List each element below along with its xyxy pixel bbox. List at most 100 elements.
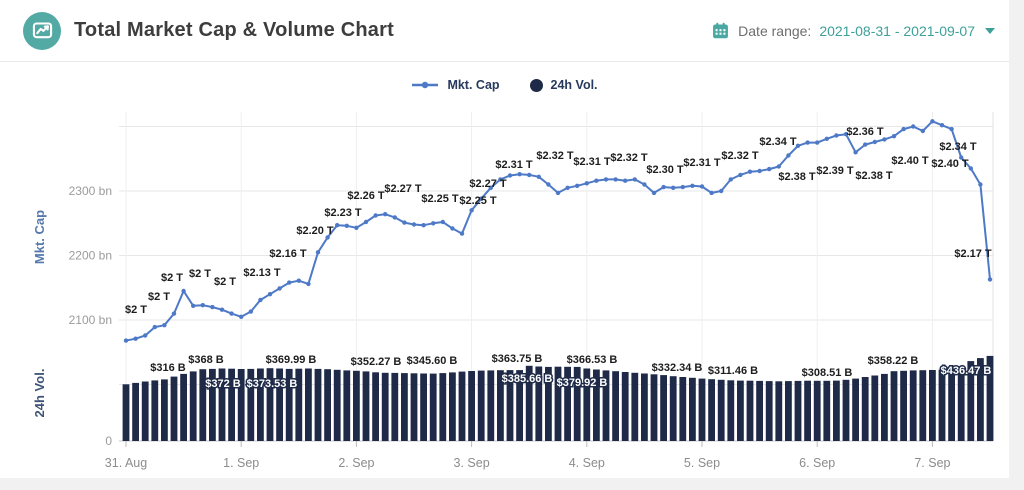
- volume-bar[interactable]: [621, 372, 629, 441]
- volume-bar[interactable]: [497, 370, 504, 441]
- volume-bar[interactable]: [602, 370, 610, 441]
- volume-bar[interactable]: [439, 373, 447, 441]
- legend-item-24h-vol[interactable]: 24h Vol.: [529, 78, 598, 92]
- volume-bar[interactable]: [420, 373, 427, 442]
- volume-bar[interactable]: [324, 369, 331, 441]
- volume-bar[interactable]: [919, 370, 927, 441]
- mkt-cap-value-label: $2.32 T: [721, 150, 759, 162]
- volume-bar[interactable]: [564, 366, 571, 441]
- volume-bar[interactable]: [429, 373, 437, 441]
- volume-bar[interactable]: [785, 381, 792, 441]
- volume-bar[interactable]: [823, 380, 831, 441]
- volume-bar[interactable]: [852, 378, 859, 441]
- volume-bar[interactable]: [554, 366, 562, 441]
- volume-bar[interactable]: [890, 371, 898, 441]
- volume-bar[interactable]: [909, 370, 917, 441]
- volume-bar[interactable]: [660, 375, 667, 441]
- volume-bar[interactable]: [765, 381, 773, 441]
- volume-bar[interactable]: [977, 358, 984, 441]
- volume-bar[interactable]: [506, 370, 514, 441]
- volume-bar[interactable]: [314, 368, 322, 441]
- volume-bar[interactable]: [180, 373, 187, 441]
- volume-bar[interactable]: [477, 370, 485, 441]
- volume-bar[interactable]: [861, 377, 869, 441]
- volume-bar[interactable]: [209, 368, 216, 441]
- volume-bar[interactable]: [948, 368, 955, 441]
- volume-bar[interactable]: [612, 371, 619, 441]
- volume-bar[interactable]: [737, 380, 744, 441]
- volume-bar[interactable]: [449, 372, 456, 441]
- volume-bar[interactable]: [929, 370, 936, 441]
- volume-bar[interactable]: [689, 377, 696, 441]
- volume-bar[interactable]: [170, 376, 178, 441]
- volume-bar[interactable]: [727, 380, 735, 441]
- volume-bar[interactable]: [650, 374, 658, 441]
- volume-bar[interactable]: [957, 366, 965, 441]
- line-point-marker: [949, 126, 954, 132]
- volume-bar[interactable]: [698, 378, 706, 441]
- volume-bar[interactable]: [257, 368, 264, 442]
- volume-bar[interactable]: [708, 379, 715, 441]
- volume-bar[interactable]: [151, 380, 159, 441]
- volume-bar[interactable]: [218, 368, 226, 442]
- volume-bar[interactable]: [669, 376, 677, 441]
- volume-bar[interactable]: [305, 368, 312, 442]
- volume-bar[interactable]: [535, 366, 543, 442]
- volume-bar[interactable]: [353, 370, 360, 441]
- volume-bar[interactable]: [189, 371, 197, 441]
- volume-bar[interactable]: [391, 372, 399, 441]
- volume-bar[interactable]: [362, 371, 370, 441]
- volume-bar[interactable]: [141, 381, 149, 442]
- volume-bar[interactable]: [804, 380, 811, 441]
- volume-bar[interactable]: [237, 369, 245, 441]
- volume-bar[interactable]: [717, 379, 725, 441]
- volume-bar[interactable]: [372, 372, 379, 441]
- volume-bar[interactable]: [573, 366, 581, 441]
- volume-bar[interactable]: [775, 381, 783, 441]
- volume-bar[interactable]: [938, 369, 946, 441]
- volume-bar[interactable]: [593, 369, 600, 442]
- volume-bar[interactable]: [516, 370, 523, 441]
- volume-bar[interactable]: [583, 368, 591, 442]
- volume-bar[interactable]: [813, 380, 821, 441]
- volume-bar[interactable]: [641, 373, 648, 442]
- volume-bar[interactable]: [833, 380, 840, 441]
- volume-bar[interactable]: [276, 368, 283, 442]
- volume-bar[interactable]: [545, 366, 552, 441]
- volume-bar[interactable]: [247, 368, 255, 441]
- volume-bar[interactable]: [487, 370, 495, 441]
- volume-bar[interactable]: [410, 373, 418, 441]
- volume-bar[interactable]: [199, 369, 207, 441]
- volume-bar[interactable]: [333, 369, 341, 441]
- volume-bar[interactable]: [525, 365, 533, 441]
- volume-bar[interactable]: [881, 373, 888, 441]
- volume-bar[interactable]: [343, 370, 351, 441]
- volume-bar[interactable]: [794, 380, 802, 441]
- volume-bar[interactable]: [381, 372, 389, 442]
- volume-bar[interactable]: [161, 379, 168, 441]
- volume-bar-series[interactable]: [122, 355, 994, 442]
- volume-bar[interactable]: [401, 373, 408, 441]
- chart-canvas[interactable]: $2 T$2 T$2 T $2 T$2 T$2.13 T$2.16 T$2.20 …: [0, 62, 1009, 478]
- volume-value-label: $385.66 B: [502, 373, 553, 385]
- volume-bar[interactable]: [266, 368, 274, 441]
- volume-bar[interactable]: [842, 379, 850, 441]
- volume-bar[interactable]: [679, 377, 687, 441]
- volume-bar[interactable]: [122, 384, 130, 441]
- volume-bar[interactable]: [986, 355, 994, 441]
- volume-bar[interactable]: [295, 368, 303, 441]
- legend-item-mkt-cap[interactable]: Mkt. Cap: [411, 78, 500, 92]
- mkt-cap-line-series[interactable]: [123, 119, 993, 343]
- volume-bar[interactable]: [756, 380, 763, 441]
- volume-bar[interactable]: [900, 370, 907, 441]
- volume-bar[interactable]: [132, 382, 139, 441]
- volume-bar[interactable]: [746, 380, 754, 441]
- volume-bar[interactable]: [871, 375, 879, 442]
- volume-bar[interactable]: [285, 368, 293, 441]
- date-range-control[interactable]: Date range: 2021-08-31 - 2021-09-07: [712, 22, 995, 39]
- volume-bar[interactable]: [631, 372, 639, 442]
- volume-bar[interactable]: [468, 371, 475, 441]
- volume-bar[interactable]: [967, 361, 975, 441]
- volume-bar[interactable]: [458, 371, 466, 441]
- volume-bar[interactable]: [228, 368, 235, 441]
